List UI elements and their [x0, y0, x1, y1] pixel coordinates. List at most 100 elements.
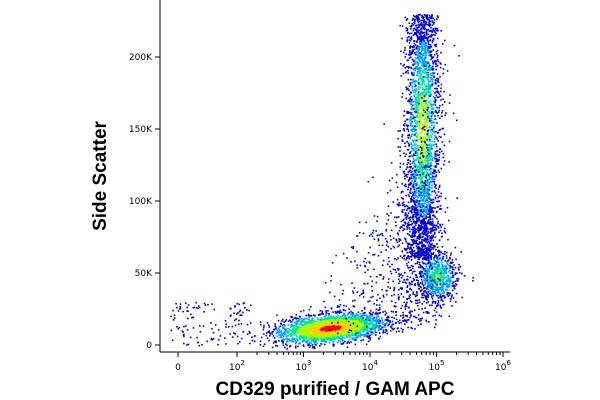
event-dot [340, 326, 343, 329]
event-dot [263, 333, 265, 335]
event-dot [371, 326, 374, 329]
event-dot [428, 47, 431, 49]
event-dot [417, 111, 419, 113]
event-dot [423, 222, 426, 224]
event-dot [325, 320, 328, 322]
event-dot [415, 88, 417, 90]
event-dot [369, 317, 372, 319]
event-dot [420, 251, 422, 254]
event-dot [300, 333, 302, 335]
event-dot [323, 333, 325, 336]
event-dot [412, 241, 415, 243]
event-dot [338, 323, 340, 325]
event-dot [421, 64, 423, 67]
event-dot [415, 204, 418, 207]
event-dot [425, 30, 428, 32]
event-dot [367, 326, 369, 329]
event-dot [364, 333, 366, 336]
event-dot [344, 315, 347, 317]
event-dot [291, 329, 293, 332]
event-dot [287, 320, 290, 322]
event-dot [300, 310, 302, 313]
event-dot [312, 336, 314, 339]
event-dot [334, 311, 337, 313]
event-dot [414, 224, 417, 226]
event-dot [305, 328, 307, 331]
event-dot [366, 334, 368, 337]
event-dot [418, 67, 420, 69]
event-dot [428, 212, 431, 215]
event-dot [432, 108, 434, 110]
event-dot [424, 151, 427, 154]
event-dot [367, 323, 370, 326]
event-dot [349, 335, 352, 337]
event-dot [365, 314, 368, 317]
event-dot [425, 128, 427, 131]
event-dot [299, 334, 302, 337]
event-dot [372, 311, 374, 314]
event-dot [432, 33, 435, 36]
event-dot [411, 139, 414, 142]
event-dot [344, 319, 346, 321]
event-dot [320, 343, 323, 345]
event-dot [434, 138, 436, 140]
event-dot [282, 334, 284, 337]
event-dot [408, 39, 411, 41]
event-dot [419, 99, 421, 101]
event-dot [430, 146, 432, 149]
event-dot [423, 159, 426, 162]
event-dot [424, 130, 426, 132]
event-dot [357, 321, 359, 324]
event-dot [422, 59, 424, 62]
event-dot [434, 197, 437, 200]
event-dot [428, 76, 431, 79]
event-dot [439, 224, 441, 227]
event-dot [425, 225, 428, 228]
event-dot [337, 318, 339, 320]
event-dot [307, 332, 309, 334]
event-dot [280, 322, 282, 325]
event-dot [425, 136, 427, 138]
event-dot [307, 344, 309, 347]
event-dot [272, 335, 275, 337]
event-dot [407, 149, 409, 151]
event-dot [426, 126, 428, 128]
event-dot [315, 341, 318, 343]
event-dot [325, 338, 328, 340]
event-dot [339, 315, 342, 318]
event-dot [430, 74, 433, 77]
event-dot [456, 119, 458, 122]
event-dot [429, 158, 432, 161]
event-dot [413, 46, 416, 48]
event-dot [418, 191, 421, 193]
event-dot [426, 17, 429, 19]
event-dot [415, 215, 417, 218]
event-dot [369, 322, 372, 324]
event-dot [412, 243, 414, 245]
event-dot [422, 97, 425, 99]
event-dot [361, 310, 363, 312]
event-dot [435, 229, 437, 231]
event-dot [364, 329, 367, 332]
event-dot [427, 97, 430, 99]
event-dot [438, 107, 440, 109]
event-dot [313, 345, 316, 348]
event-dot [410, 38, 413, 40]
event-dot [412, 59, 415, 62]
event-dot [428, 113, 430, 115]
event-dot [436, 112, 438, 114]
event-dot [326, 319, 329, 322]
event-dot [420, 36, 422, 39]
event-dot [426, 212, 428, 214]
event-dot [266, 337, 269, 340]
event-dot [436, 132, 439, 134]
event-dot [406, 40, 408, 43]
event-dot [304, 330, 306, 333]
event-dot [436, 158, 438, 161]
event-dot [428, 111, 431, 113]
event-dot [404, 47, 406, 49]
event-dot [279, 336, 281, 339]
event-dot [431, 179, 433, 181]
event-dot [415, 209, 418, 212]
event-dot [421, 83, 424, 85]
